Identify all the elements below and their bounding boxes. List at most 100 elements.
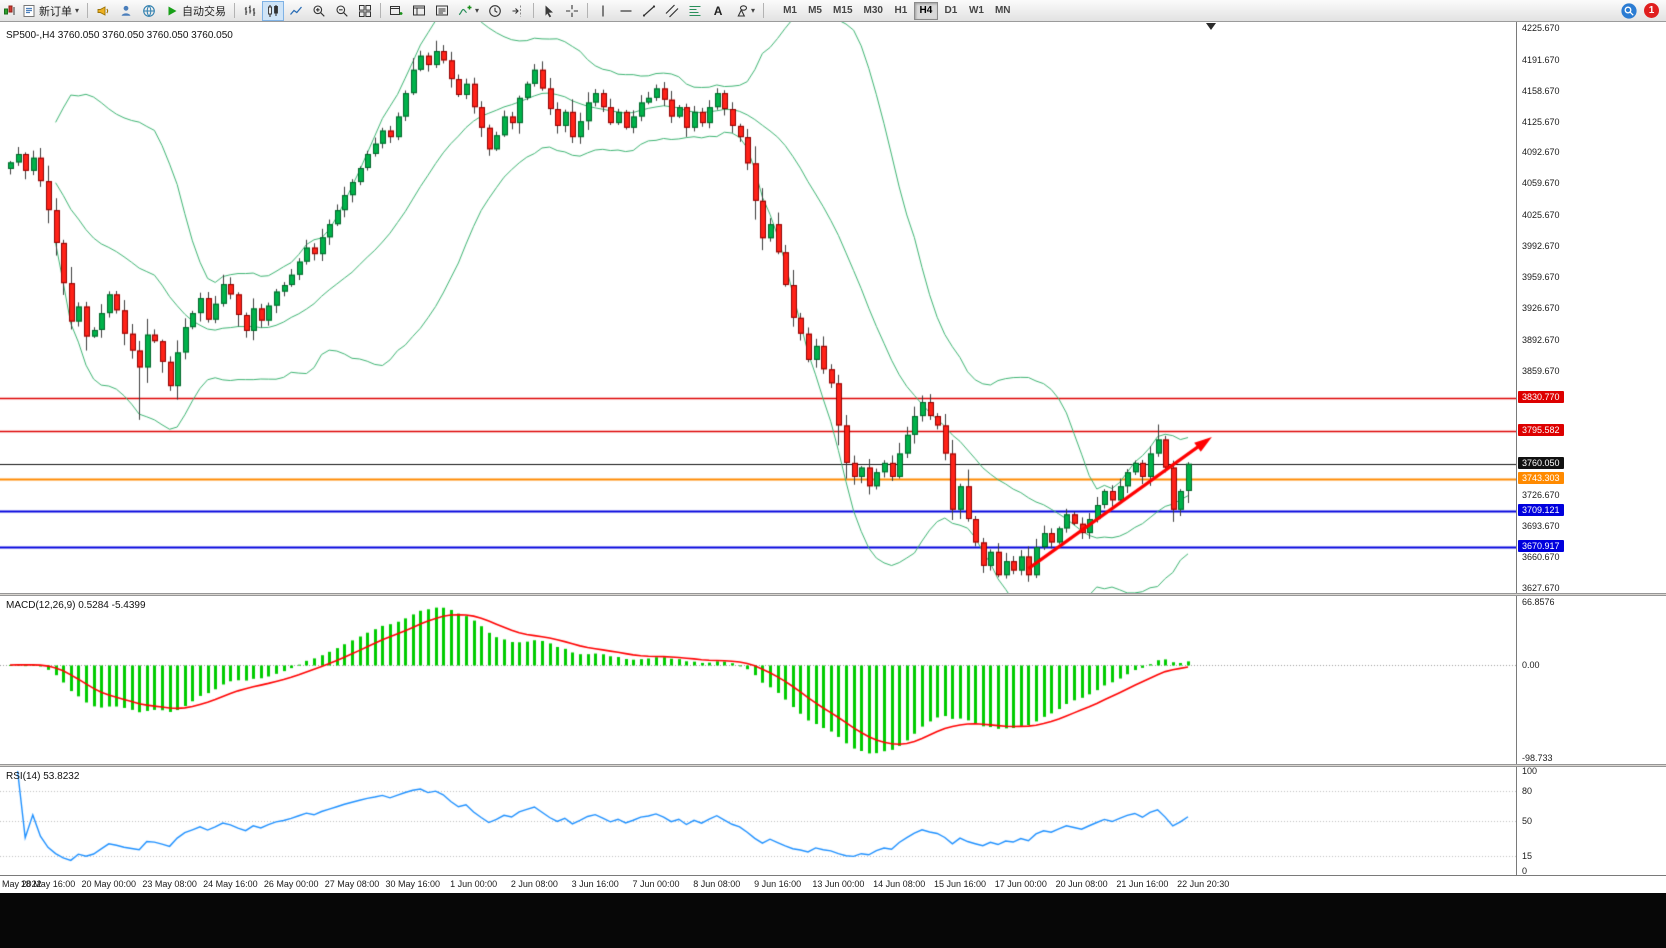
price-axis-label: 4225.670 (1522, 22, 1560, 33)
toolbar-separator (587, 3, 589, 18)
app-icon (4, 5, 15, 15)
period-clock-button[interactable] (484, 1, 506, 21)
price-line-label: 3760.050 (1518, 456, 1564, 469)
bar-chart-button[interactable] (239, 1, 261, 21)
trendline-button[interactable] (638, 1, 660, 21)
timeframe-m5-button[interactable]: M5 (803, 2, 827, 20)
line-chart-button[interactable] (285, 1, 307, 21)
new-order-label: 新订单 (39, 5, 72, 18)
main-chart-canvas[interactable] (0, 22, 1516, 593)
rsi-scale-label: 100 (1522, 766, 1538, 776)
time-axis-label: 21 Jun 16:00 (1116, 879, 1169, 889)
cursor-button[interactable] (538, 1, 560, 21)
price-axis-label: 4025.670 (1522, 210, 1560, 221)
price-line-label: 3795.582 (1518, 423, 1564, 436)
time-axis-label: 22 Jun 20:30 (1177, 879, 1230, 889)
globe-icon (143, 4, 155, 17)
toolbar-separator (763, 3, 765, 18)
timeframe-h1-button[interactable]: H1 (889, 2, 913, 20)
new-order-button[interactable]: 新订单 ▾ (18, 1, 83, 21)
zoom-in-icon (313, 4, 325, 17)
time-axis-label: 30 May 16:00 (385, 879, 441, 889)
play-icon (168, 6, 177, 15)
notifications-badge[interactable]: 1 (1644, 3, 1659, 18)
chevron-down-icon: ▾ (75, 5, 80, 15)
time-axis-label: 8 Jun 08:00 (693, 879, 741, 889)
toolbar-separator (234, 3, 236, 18)
channel-icon (665, 4, 679, 17)
cursor-icon (545, 5, 554, 17)
toolbar-separator (380, 3, 382, 18)
news-button[interactable] (92, 1, 114, 21)
tile-windows-button[interactable] (354, 1, 376, 21)
search-icon (1621, 2, 1637, 19)
news-horn-icon (97, 5, 109, 16)
profile-button[interactable] (115, 1, 137, 21)
chart-profile-icon (413, 5, 426, 15)
timeframe-m15-button[interactable]: M15 (828, 2, 857, 20)
symbol-ohlc-info: SP500-,H4 3760.050 3760.050 3760.050 376… (6, 30, 233, 41)
price-line-label: 3709.121 (1518, 504, 1564, 517)
clock-icon (489, 4, 501, 17)
timeframe-w1-button[interactable]: W1 (964, 2, 989, 20)
fibonacci-button[interactable] (684, 1, 706, 21)
candlestick-chart-button[interactable] (262, 0, 285, 21)
globe-button[interactable] (138, 1, 160, 21)
indicators-button[interactable]: ▾ (454, 1, 483, 21)
time-axis-label: 13 Jun 00:00 (812, 879, 865, 889)
timeframe-h4-button[interactable]: H4 (913, 1, 938, 20)
text-tool-button[interactable]: A (707, 1, 729, 21)
taskbar (0, 893, 1666, 948)
macd-label: MACD(12,26,9) 0.5284 -5.4399 (6, 600, 146, 611)
profile-icon (121, 5, 131, 16)
time-axis-label: May 2022 (2, 879, 42, 889)
time-axis-label: 17 Jun 00:00 (994, 879, 1047, 889)
vertical-line-button[interactable] (592, 1, 614, 21)
auto-trading-label: 自动交易 (182, 5, 227, 18)
time-axis-label: 20 May 00:00 (81, 879, 137, 889)
auto-trading-button[interactable]: 自动交易 (161, 1, 230, 21)
timeframe-m30-button[interactable]: M30 (859, 2, 888, 20)
rsi-scale-label: 80 (1522, 786, 1533, 796)
shapes-button[interactable]: ▾ (730, 1, 759, 21)
timeframe-mn-button[interactable]: MN (990, 2, 1016, 20)
price-axis-label: 3627.670 (1522, 582, 1560, 593)
chart-shift-button[interactable] (507, 1, 529, 21)
rsi-panel: RSI(14) 53.8232 (0, 767, 1516, 875)
new-order-icon (23, 4, 35, 17)
chart-shift-icon (512, 5, 522, 16)
price-axis-label: 3959.670 (1522, 271, 1560, 282)
rsi-canvas[interactable] (0, 767, 1516, 875)
time-axis-label: 20 Jun 08:00 (1055, 879, 1108, 889)
vertical-line-icon (602, 5, 604, 16)
new-chart-button[interactable] (385, 1, 407, 21)
chart-profile-button[interactable] (408, 1, 430, 21)
price-axis[interactable]: 4225.670 4191.670 4158.670 4125.670 4092.670… (1516, 22, 1666, 876)
crosshair-button[interactable] (561, 1, 583, 21)
new-chart-icon (390, 5, 403, 15)
time-axis-label: 7 Jun 00:00 (632, 879, 680, 889)
timeframe-m1-button[interactable]: M1 (778, 2, 802, 20)
zoom-in-button[interactable] (308, 1, 330, 21)
time-axis-label: 14 Jun 08:00 (873, 879, 926, 889)
macd-canvas[interactable] (0, 596, 1516, 764)
price-line-label: 3743.303 (1518, 472, 1564, 485)
window-list-button[interactable] (431, 1, 453, 21)
bar-chart-icon (244, 5, 256, 16)
trendline-icon (642, 4, 656, 17)
panel-divider[interactable] (0, 764, 1666, 767)
chart-shift-marker-icon[interactable] (1206, 23, 1216, 30)
macd-panel: MACD(12,26,9) 0.5284 -5.4399 (0, 596, 1516, 764)
price-axis-label: 3859.670 (1522, 365, 1560, 376)
macd-scale-label: -98.733 (1522, 753, 1553, 763)
horizontal-line-button[interactable] (615, 1, 637, 21)
channel-button[interactable] (661, 1, 683, 21)
toolbar-separator (533, 3, 535, 18)
zoom-out-button[interactable] (331, 1, 353, 21)
line-chart-icon (290, 6, 303, 15)
time-axis[interactable]: May 2022 18 May 16:00 20 May 00:00 23 May 0… (0, 875, 1666, 893)
search-button[interactable] (1620, 1, 1638, 21)
timeframe-d1-button[interactable]: D1 (939, 2, 963, 20)
panel-divider[interactable] (0, 593, 1666, 596)
